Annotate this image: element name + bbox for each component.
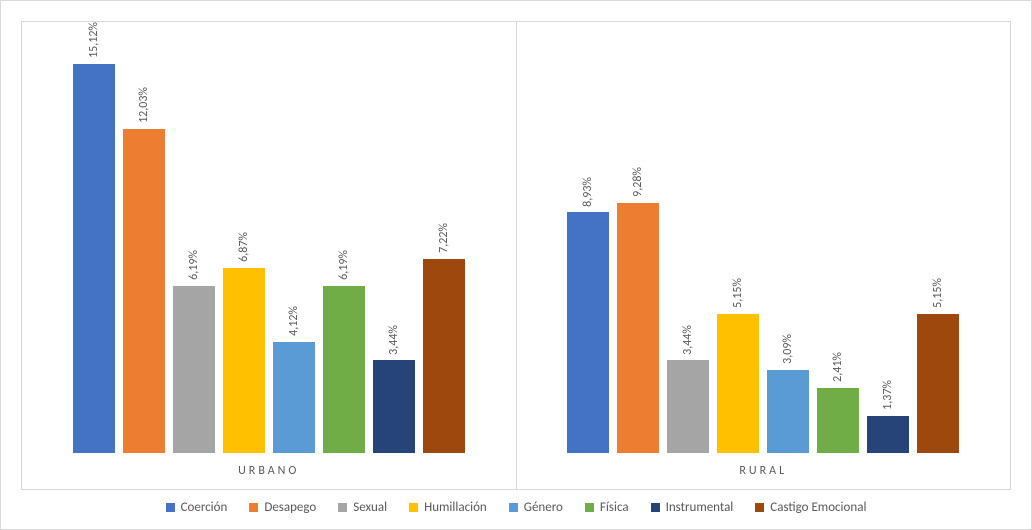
- bar-value-label: 4,12%: [287, 306, 301, 336]
- legend-swatch: [755, 503, 764, 512]
- group-label: RURAL: [739, 464, 787, 478]
- bar-wrap: 5,15%: [717, 22, 759, 453]
- bar: [223, 268, 265, 453]
- bar-wrap: 3,44%: [373, 22, 415, 453]
- bar: [123, 129, 165, 453]
- bar-value-label: 3,44%: [387, 325, 401, 355]
- bar: [373, 360, 415, 453]
- bar-wrap: 6,87%: [223, 22, 265, 453]
- bar: [567, 212, 609, 453]
- bar-wrap: 15,12%: [73, 22, 115, 453]
- bar-wrap: 4,12%: [273, 22, 315, 453]
- bar-wrap: 1,37%: [867, 22, 909, 453]
- bar-value-label: 9,28%: [631, 167, 645, 197]
- bar-value-label: 12,03%: [137, 87, 151, 123]
- group-label-row: RURAL: [517, 453, 1011, 489]
- legend-label: Castigo Emocional: [770, 500, 866, 515]
- legend-swatch: [249, 503, 258, 512]
- plot-area: 15,12% 12,03% 6,19% 6,87% 4,12% 6,19% 3,44% 7,2…: [21, 21, 1011, 490]
- legend-label: Instrumental: [666, 500, 734, 515]
- legend-label: Humillación: [424, 500, 487, 515]
- bar-wrap: 6,19%: [173, 22, 215, 453]
- bar-wrap: 8,93%: [567, 22, 609, 453]
- bar: [817, 388, 859, 453]
- legend-item: Desapego: [249, 500, 316, 515]
- legend-label: Desapego: [264, 500, 316, 515]
- legend: Coerción Desapego Sexual Humillación Género F…: [21, 490, 1011, 519]
- legend-label: Coerción: [181, 500, 228, 515]
- bar-value-label: 5,15%: [931, 278, 945, 308]
- bar-wrap: 3,09%: [767, 22, 809, 453]
- bar-wrap: 5,15%: [917, 22, 959, 453]
- bar-value-label: 3,44%: [681, 325, 695, 355]
- legend-item: Física: [585, 500, 629, 515]
- legend-swatch: [338, 503, 347, 512]
- bar-value-label: 6,19%: [187, 250, 201, 280]
- legend-item: Sexual: [338, 500, 387, 515]
- bar: [717, 314, 759, 453]
- bar-value-label: 6,19%: [337, 250, 351, 280]
- bar: [617, 203, 659, 453]
- bar-wrap: 9,28%: [617, 22, 659, 453]
- bar: [867, 416, 909, 453]
- bar: [767, 370, 809, 453]
- bar: [73, 64, 115, 453]
- bar: [917, 314, 959, 453]
- bar-value-label: 3,09%: [781, 334, 795, 364]
- chart-container: 15,12% 12,03% 6,19% 6,87% 4,12% 6,19% 3,44% 7,2…: [0, 0, 1032, 530]
- legend-swatch: [409, 503, 418, 512]
- bar-value-label: 2,41%: [831, 352, 845, 382]
- bar-value-label: 7,22%: [437, 223, 451, 253]
- legend-label: Género: [524, 500, 563, 515]
- group-label-row: URBANO: [22, 453, 516, 489]
- bar-value-label: 8,93%: [581, 177, 595, 207]
- legend-swatch: [509, 503, 518, 512]
- legend-item: Coerción: [166, 500, 228, 515]
- legend-item: Género: [509, 500, 563, 515]
- group-label: URBANO: [238, 464, 299, 478]
- legend-swatch: [651, 503, 660, 512]
- bar-wrap: 6,19%: [323, 22, 365, 453]
- legend-label: Física: [600, 500, 629, 515]
- bar-wrap: 2,41%: [817, 22, 859, 453]
- legend-label: Sexual: [353, 500, 387, 515]
- bar-wrap: 7,22%: [423, 22, 465, 453]
- bar-value-label: 6,87%: [237, 232, 251, 262]
- legend-item: Instrumental: [651, 500, 734, 515]
- bars-row: 8,93% 9,28% 3,44% 5,15% 3,09% 2,41% 1,37% 5,15%: [517, 22, 1011, 453]
- bar: [173, 286, 215, 453]
- legend-swatch: [585, 503, 594, 512]
- bars-row: 15,12% 12,03% 6,19% 6,87% 4,12% 6,19% 3,44% 7,2…: [22, 22, 516, 453]
- group-rural: 8,93% 9,28% 3,44% 5,15% 3,09% 2,41% 1,37% 5,15%…: [516, 22, 1011, 489]
- bar: [273, 342, 315, 453]
- legend-item: Castigo Emocional: [755, 500, 866, 515]
- legend-swatch: [166, 503, 175, 512]
- bar: [323, 286, 365, 453]
- bar-value-label: 15,12%: [87, 22, 101, 58]
- bar-wrap: 12,03%: [123, 22, 165, 453]
- bar-wrap: 3,44%: [667, 22, 709, 453]
- bar: [423, 259, 465, 453]
- bar: [667, 360, 709, 453]
- bar-value-label: 1,37%: [881, 380, 895, 410]
- legend-item: Humillación: [409, 500, 487, 515]
- group-urbano: 15,12% 12,03% 6,19% 6,87% 4,12% 6,19% 3,44% 7,2…: [22, 22, 516, 489]
- bar-value-label: 5,15%: [731, 278, 745, 308]
